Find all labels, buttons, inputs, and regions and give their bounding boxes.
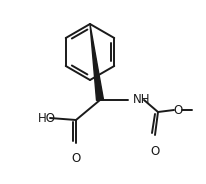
Polygon shape [90,24,103,100]
Text: O: O [173,104,182,116]
Text: O: O [71,152,80,165]
Text: O: O [150,145,159,158]
Text: NH: NH [132,93,150,105]
Text: HO: HO [38,112,56,125]
